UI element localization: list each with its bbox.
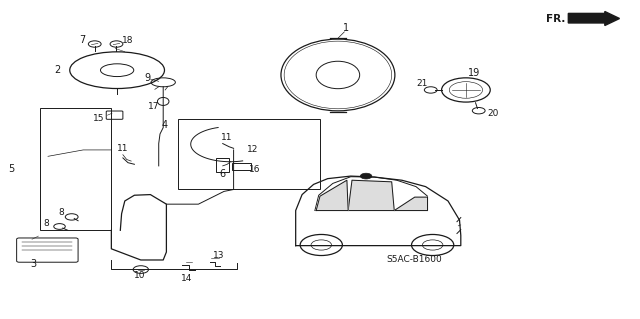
Text: 21: 21	[417, 79, 428, 88]
Text: 1: 1	[342, 23, 349, 33]
Text: 7: 7	[79, 35, 85, 45]
Text: 2: 2	[54, 65, 61, 75]
Text: 5: 5	[8, 164, 15, 174]
Text: 12: 12	[247, 145, 259, 154]
Text: 6: 6	[220, 169, 226, 179]
Circle shape	[360, 173, 372, 179]
Text: S5AC-B1600: S5AC-B1600	[387, 256, 443, 264]
Text: 4: 4	[162, 120, 168, 130]
Text: 15: 15	[93, 114, 104, 122]
Bar	[216, 158, 229, 172]
Text: 17: 17	[148, 102, 159, 111]
Text: 8: 8	[58, 208, 63, 217]
Polygon shape	[568, 11, 620, 26]
Text: 20: 20	[487, 109, 499, 118]
Polygon shape	[348, 180, 394, 211]
Bar	[232, 163, 251, 170]
Text: 10: 10	[134, 271, 145, 280]
Text: 3: 3	[30, 259, 36, 269]
Text: 14: 14	[181, 274, 193, 283]
Text: 19: 19	[467, 68, 480, 78]
Polygon shape	[316, 180, 348, 211]
Text: 11: 11	[221, 133, 233, 142]
Text: 11: 11	[117, 144, 129, 153]
Text: 16: 16	[249, 165, 260, 174]
Text: 9: 9	[144, 73, 150, 83]
Text: 8: 8	[44, 219, 49, 228]
Bar	[40, 108, 111, 230]
Text: FR.: FR.	[546, 13, 565, 24]
Bar	[178, 119, 320, 189]
Text: 13: 13	[213, 251, 225, 260]
Text: 18: 18	[122, 36, 134, 45]
Polygon shape	[394, 197, 428, 211]
